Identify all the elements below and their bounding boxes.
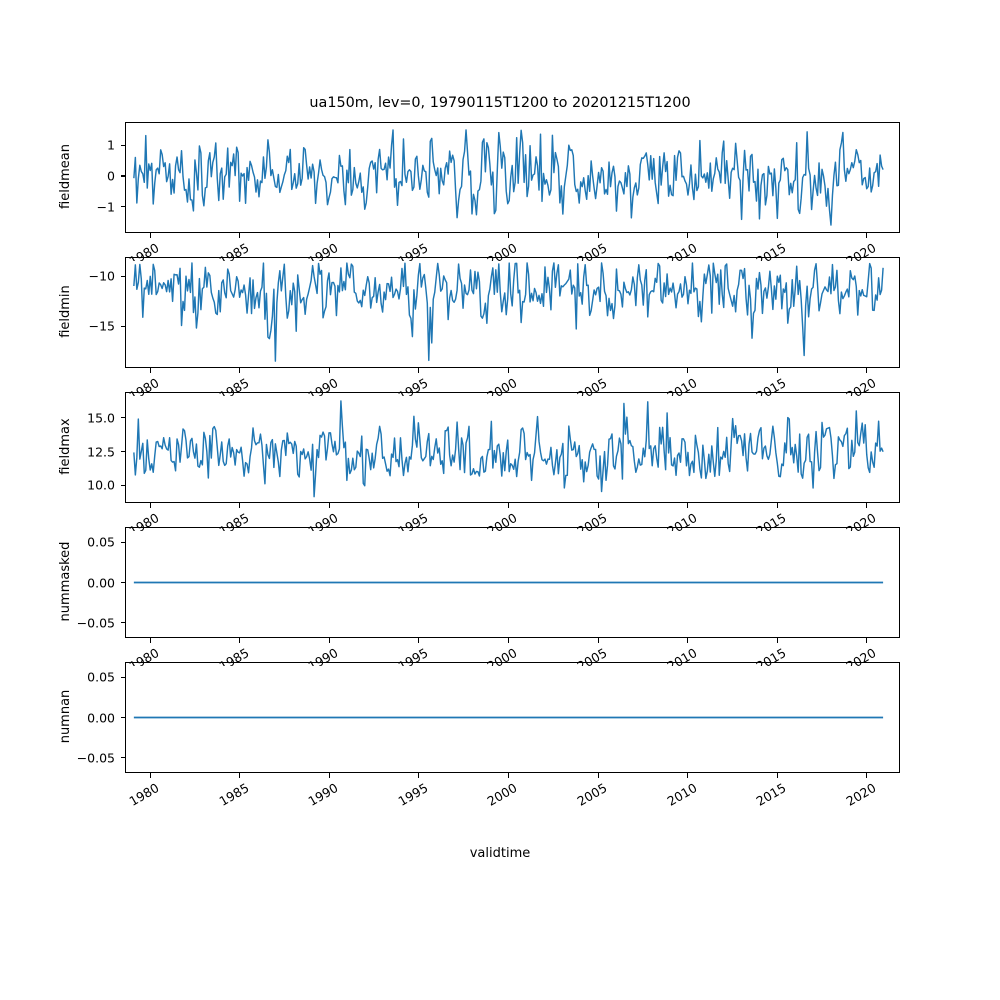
y-tick-label-fieldmax-1: 12.5 bbox=[87, 444, 115, 460]
plot-panel-fieldmin bbox=[125, 257, 900, 368]
x-tick-mark-nummasked-8 bbox=[866, 638, 868, 643]
data-line-fieldmax bbox=[133, 400, 884, 498]
y-tick-mark-nummasked-2 bbox=[120, 541, 125, 543]
x-tick-mark-numnan-8 bbox=[866, 773, 868, 778]
y-tick-mark-nummasked-1 bbox=[120, 582, 125, 584]
y-tick-mark-numnan-2 bbox=[120, 676, 125, 678]
y-tick-mark-fieldmax-1 bbox=[120, 451, 125, 453]
y-tick-label-nummasked-0: −0.05 bbox=[76, 615, 115, 631]
x-tick-mark-fieldmin-1 bbox=[239, 368, 241, 373]
x-tick-mark-fieldmin-5 bbox=[597, 368, 599, 373]
x-tick-mark-numnan-0 bbox=[149, 773, 151, 778]
x-tick-mark-nummasked-2 bbox=[328, 638, 330, 643]
x-tick-mark-nummasked-3 bbox=[418, 638, 420, 643]
x-tick-mark-fieldmax-3 bbox=[418, 503, 420, 508]
y-tick-label-numnan-0: −0.05 bbox=[76, 750, 115, 766]
x-tick-mark-fieldmax-6 bbox=[687, 503, 689, 508]
y-tick-mark-fieldmean-1 bbox=[120, 175, 125, 177]
y-tick-label-fieldmin-1: −15 bbox=[88, 318, 115, 334]
y-tick-label-numnan-2: 0.05 bbox=[87, 669, 115, 685]
y-tick-mark-numnan-0 bbox=[120, 757, 125, 759]
series-canvas-fieldmax bbox=[133, 400, 884, 498]
x-tick-mark-numnan-2 bbox=[328, 773, 330, 778]
x-tick-mark-numnan-6 bbox=[687, 773, 689, 778]
x-tick-mark-fieldmax-0 bbox=[149, 503, 151, 508]
x-tick-label-group-numnan: 1980 1985 1990 1995 2000 2005 2010 2015 2020 bbox=[0, 778, 1000, 838]
y-tick-label-fieldmean-2: 1 bbox=[107, 137, 115, 153]
series-canvas-fieldmin bbox=[133, 262, 884, 362]
y-tick-mark-nummasked-0 bbox=[120, 622, 125, 624]
x-tick-mark-nummasked-5 bbox=[597, 638, 599, 643]
x-tick-mark-fieldmin-2 bbox=[328, 368, 330, 373]
y-tick-mark-fieldmax-2 bbox=[120, 417, 125, 419]
x-tick-label-numnan-7: 2015 bbox=[753, 780, 789, 809]
x-tick-mark-fieldmax-4 bbox=[507, 503, 510, 508]
y-tick-mark-fieldmean-2 bbox=[120, 144, 125, 146]
x-tick-mark-numnan-5 bbox=[597, 773, 599, 778]
plot-panel-fieldmean bbox=[125, 122, 900, 233]
x-tick-mark-numnan-4 bbox=[507, 773, 510, 778]
x-tick-mark-numnan-1 bbox=[239, 773, 241, 778]
x-tick-label-numnan-5: 2005 bbox=[574, 780, 610, 809]
x-tick-mark-fieldmean-0 bbox=[149, 233, 151, 238]
x-tick-mark-fieldmean-5 bbox=[597, 233, 599, 238]
x-tick-mark-numnan-7 bbox=[776, 773, 778, 778]
y-tick-label-fieldmax-2: 15.0 bbox=[87, 410, 115, 426]
x-tick-mark-nummasked-4 bbox=[507, 638, 510, 643]
x-tick-label-numnan-2: 1990 bbox=[305, 780, 341, 809]
x-tick-label-numnan-6: 2010 bbox=[664, 780, 700, 809]
x-tick-mark-fieldmean-2 bbox=[328, 233, 330, 238]
x-tick-mark-fieldmean-3 bbox=[418, 233, 420, 238]
x-tick-label-numnan-3: 1995 bbox=[395, 780, 431, 809]
x-tick-mark-fieldmean-1 bbox=[239, 233, 241, 238]
series-canvas-fieldmean bbox=[133, 129, 884, 226]
x-tick-mark-fieldmean-4 bbox=[507, 233, 510, 238]
y-tick-mark-fieldmax-0 bbox=[120, 484, 125, 486]
x-tick-mark-fieldmean-6 bbox=[687, 233, 689, 238]
y-tick-label-fieldmin-0: −10 bbox=[88, 268, 115, 284]
x-tick-mark-fieldmax-8 bbox=[866, 503, 868, 508]
y-tick-mark-fieldmin-0 bbox=[120, 275, 125, 277]
x-tick-mark-nummasked-6 bbox=[687, 638, 689, 643]
y-tick-label-fieldmean-1: 0 bbox=[107, 168, 115, 184]
x-tick-mark-fieldmin-6 bbox=[687, 368, 689, 373]
x-tick-mark-fieldmax-5 bbox=[597, 503, 599, 508]
x-tick-label-numnan-0: 1980 bbox=[126, 780, 162, 809]
x-tick-mark-fieldmean-8 bbox=[866, 233, 868, 238]
x-tick-label-numnan-4: 2000 bbox=[484, 780, 520, 809]
plot-panel-numnan bbox=[125, 662, 900, 773]
x-tick-mark-nummasked-1 bbox=[239, 638, 241, 643]
x-tick-label-numnan-8: 2020 bbox=[843, 780, 879, 809]
y-tick-mark-fieldmean-0 bbox=[120, 206, 125, 208]
x-tick-mark-fieldmean-7 bbox=[776, 233, 778, 238]
data-line-fieldmin bbox=[133, 262, 884, 362]
plot-panel-nummasked bbox=[125, 527, 900, 638]
y-tick-label-fieldmean-0: −1 bbox=[96, 199, 115, 215]
x-tick-mark-numnan-3 bbox=[418, 773, 420, 778]
x-tick-mark-fieldmin-8 bbox=[866, 368, 868, 373]
x-tick-mark-fieldmin-7 bbox=[776, 368, 778, 373]
y-tick-mark-numnan-1 bbox=[120, 717, 125, 719]
y-tick-mark-fieldmin-1 bbox=[120, 325, 125, 327]
y-tick-label-nummasked-1: 0.00 bbox=[87, 575, 115, 590]
plot-panel-fieldmax bbox=[125, 392, 900, 503]
data-line-fieldmean bbox=[133, 129, 884, 226]
x-tick-mark-fieldmax-2 bbox=[328, 503, 330, 508]
y-tick-label-fieldmax-0: 10.0 bbox=[87, 477, 115, 493]
y-tick-label-nummasked-2: 0.05 bbox=[87, 534, 115, 550]
series-canvas-numnan bbox=[133, 716, 884, 719]
x-tick-mark-nummasked-0 bbox=[149, 638, 151, 643]
x-tick-mark-fieldmax-7 bbox=[776, 503, 778, 508]
x-tick-mark-fieldmin-3 bbox=[418, 368, 420, 373]
x-tick-label-numnan-1: 1985 bbox=[216, 780, 252, 809]
x-tick-mark-fieldmin-4 bbox=[507, 368, 510, 373]
x-axis-label: validtime bbox=[469, 846, 531, 861]
x-tick-mark-fieldmax-1 bbox=[239, 503, 241, 508]
figure-title: ua150m, lev=0, 19790115T1200 to 20201215… bbox=[309, 95, 691, 111]
x-tick-mark-nummasked-7 bbox=[776, 638, 778, 643]
series-canvas-nummasked bbox=[133, 581, 884, 584]
x-tick-mark-fieldmin-0 bbox=[149, 368, 151, 373]
y-tick-label-numnan-1: 0.00 bbox=[87, 710, 115, 725]
